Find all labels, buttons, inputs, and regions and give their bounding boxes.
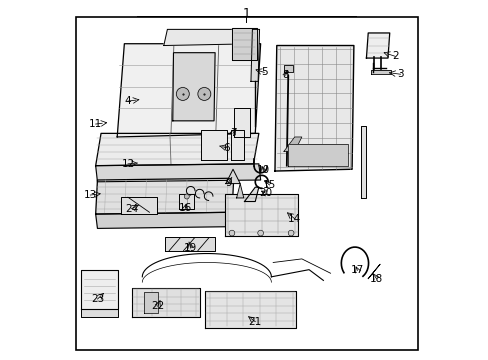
Polygon shape [370,69,390,74]
Text: 1: 1 [242,7,250,20]
Polygon shape [224,194,298,235]
Polygon shape [96,134,258,166]
Polygon shape [236,184,244,198]
Text: 18: 18 [369,274,382,284]
Circle shape [184,194,189,199]
Polygon shape [366,33,389,58]
Circle shape [176,87,189,100]
Text: 5: 5 [261,67,267,77]
Polygon shape [164,237,215,251]
Polygon shape [201,130,226,160]
Polygon shape [163,30,257,45]
Circle shape [228,230,234,236]
Text: 20: 20 [259,188,272,198]
Polygon shape [96,178,233,214]
Polygon shape [287,144,348,166]
Text: 15: 15 [263,180,276,190]
Text: 9: 9 [224,177,231,188]
Text: 13: 13 [83,190,97,200]
Polygon shape [179,194,194,210]
Text: 21: 21 [248,317,262,327]
Text: 7: 7 [229,129,236,138]
Text: 23: 23 [91,294,104,304]
Polygon shape [250,30,259,81]
Polygon shape [131,288,199,317]
Text: 6: 6 [223,143,229,153]
Circle shape [287,230,293,236]
Polygon shape [81,270,118,309]
Polygon shape [117,44,260,137]
Text: 3: 3 [396,69,403,79]
Circle shape [257,230,263,236]
Text: 2: 2 [391,51,398,61]
Text: 8: 8 [282,70,288,80]
Polygon shape [231,28,257,60]
Polygon shape [284,137,301,151]
Polygon shape [204,291,296,328]
Text: 24: 24 [124,204,138,214]
Polygon shape [284,65,292,72]
Polygon shape [172,53,215,121]
Text: 14: 14 [287,214,301,224]
Text: 12: 12 [121,159,134,169]
Polygon shape [96,212,233,228]
Polygon shape [121,197,156,214]
Polygon shape [225,169,240,184]
Text: 16: 16 [178,203,192,213]
Text: 19: 19 [183,243,197,253]
Polygon shape [244,187,258,202]
Polygon shape [274,45,353,171]
Text: 22: 22 [151,301,164,311]
Text: 11: 11 [89,119,102,129]
Polygon shape [81,309,118,317]
Polygon shape [360,126,366,198]
Circle shape [198,87,210,100]
Text: 10: 10 [256,165,269,175]
Polygon shape [230,130,244,160]
Text: 17: 17 [350,265,364,275]
Polygon shape [367,264,379,279]
Polygon shape [233,108,249,137]
Polygon shape [96,164,260,182]
Text: 4: 4 [124,96,131,106]
Polygon shape [144,292,158,314]
